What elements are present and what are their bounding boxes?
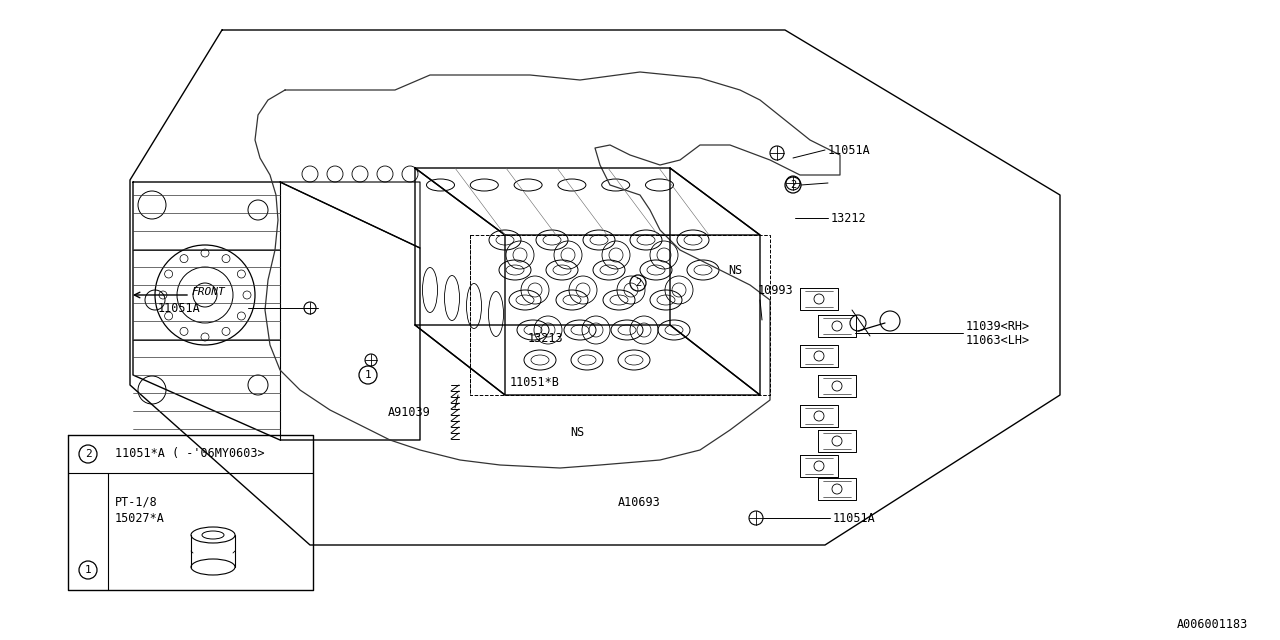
Text: 1: 1 — [84, 565, 91, 575]
Text: NS: NS — [728, 264, 742, 276]
Text: 2: 2 — [635, 278, 641, 288]
Text: 11063<LH>: 11063<LH> — [966, 335, 1030, 348]
Text: A10693: A10693 — [618, 495, 660, 509]
Text: A91039: A91039 — [388, 406, 431, 419]
Text: NS: NS — [570, 426, 584, 438]
Text: 10993: 10993 — [758, 284, 794, 296]
Text: 2: 2 — [790, 180, 796, 190]
Text: FRONT: FRONT — [192, 287, 225, 297]
Text: 13213: 13213 — [529, 332, 563, 344]
Text: 15027*A: 15027*A — [115, 511, 165, 525]
Text: 11051A: 11051A — [828, 143, 870, 157]
Text: 11051A: 11051A — [157, 301, 201, 314]
Text: 11051A: 11051A — [833, 511, 876, 525]
Text: PT-1/8: PT-1/8 — [115, 495, 157, 509]
Text: 11039<RH>: 11039<RH> — [966, 319, 1030, 333]
Text: 1: 1 — [365, 370, 371, 380]
Text: 13212: 13212 — [831, 211, 867, 225]
Text: A006001183: A006001183 — [1176, 618, 1248, 632]
Text: 11051*A ( -'06MY0603>: 11051*A ( -'06MY0603> — [115, 447, 265, 461]
Text: 2: 2 — [84, 449, 91, 459]
Text: 11051*B: 11051*B — [509, 376, 559, 390]
